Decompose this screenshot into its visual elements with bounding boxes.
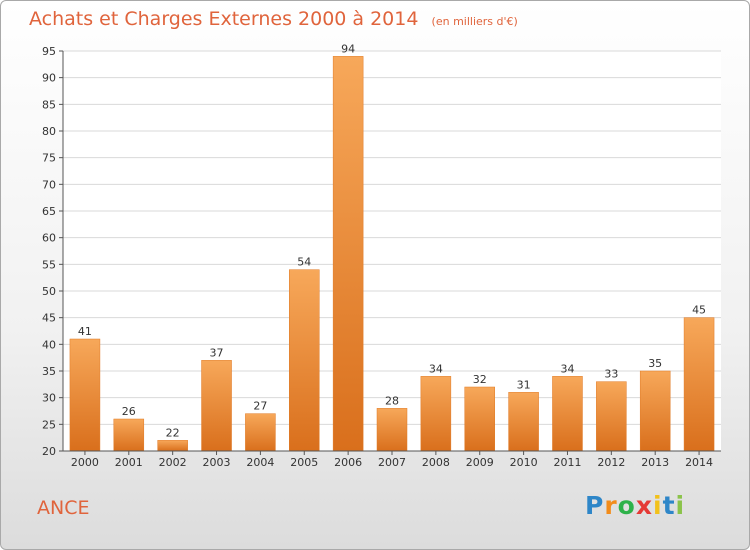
bar-2005 [289,269,320,452]
x-tick-label-2004: 2004 [246,456,274,469]
y-tick-label: 40 [42,338,56,351]
bar-2013 [639,370,671,452]
y-tick-label: 55 [42,258,56,271]
data-label-2013: 35 [648,357,662,370]
y-tick-label: 70 [42,178,56,191]
proxiti-logo: Proxiti [585,491,685,520]
bar-2014 [683,317,715,452]
bar-2000 [69,338,101,452]
y-tick-label: 25 [42,418,56,431]
bar-2008 [420,376,452,452]
bar-2002 [157,440,188,452]
y-tick-label: 90 [42,72,56,85]
logo-letter: x [635,491,653,520]
x-tick-label-2012: 2012 [597,456,625,469]
data-label-2007: 28 [385,394,399,407]
data-label-2014: 45 [692,304,706,317]
logo-letter: t [662,491,676,520]
bar-2009 [464,386,495,452]
bar-2001 [113,418,145,452]
x-tick-label-2006: 2006 [334,456,362,469]
y-tick-label: 35 [42,365,56,378]
bar-2007 [376,408,408,452]
chart-title: Achats et Charges Externes 2000 à 2014 [29,8,419,30]
y-tick-label: 45 [42,312,56,325]
logo-letter: o [617,491,636,520]
data-label-2012: 33 [604,368,618,381]
y-tick-label: 60 [42,232,56,245]
y-tick-label: 75 [42,152,56,165]
bar-2003 [201,360,232,452]
logo-letter: i [653,491,663,520]
commune-name: ANCE [37,497,90,519]
data-label-2006: 94 [341,42,355,55]
x-tick-label-2000: 2000 [71,456,99,469]
logo-letter: r [604,491,618,520]
bar-2006 [332,56,364,452]
x-tick-label-2008: 2008 [422,456,450,469]
data-label-2002: 22 [166,426,180,439]
data-label-2005: 54 [297,256,311,269]
data-label-2001: 26 [122,405,136,418]
logo-letter: i [675,491,686,520]
data-label-2008: 34 [429,362,443,375]
y-tick-label: 85 [42,98,56,111]
bar-2011 [552,376,583,452]
x-tick-label-2007: 2007 [378,456,406,469]
bar-2010 [508,392,539,452]
title-row: Achats et Charges Externes 2000 à 2014 (… [29,8,518,30]
y-tick-label: 95 [42,45,56,58]
x-tick-label-2010: 2010 [510,456,538,469]
y-tick-label: 20 [42,445,56,458]
x-tick-label-2003: 2003 [203,456,231,469]
x-tick-label-2002: 2002 [159,456,187,469]
logo-letter: P [585,491,605,520]
data-label-2000: 41 [78,325,92,338]
bar-2012 [596,381,627,452]
x-tick-label-2011: 2011 [553,456,581,469]
x-tick-label-2013: 2013 [641,456,669,469]
x-tick-label-2014: 2014 [685,456,713,469]
x-tick-label-2005: 2005 [290,456,318,469]
y-tick-label: 50 [42,285,56,298]
data-label-2010: 31 [517,378,531,391]
x-tick-label-2009: 2009 [466,456,494,469]
y-tick-label: 80 [42,125,56,138]
x-tick-label-2001: 2001 [115,456,143,469]
y-tick-label: 30 [42,392,56,405]
data-label-2004: 27 [253,400,267,413]
data-label-2011: 34 [560,362,574,375]
data-label-2009: 32 [473,373,487,386]
data-label-2003: 37 [210,346,224,359]
bar-2004 [245,413,276,452]
y-tick-label: 65 [42,205,56,218]
chart-unit: (en milliers d'€) [431,15,518,28]
